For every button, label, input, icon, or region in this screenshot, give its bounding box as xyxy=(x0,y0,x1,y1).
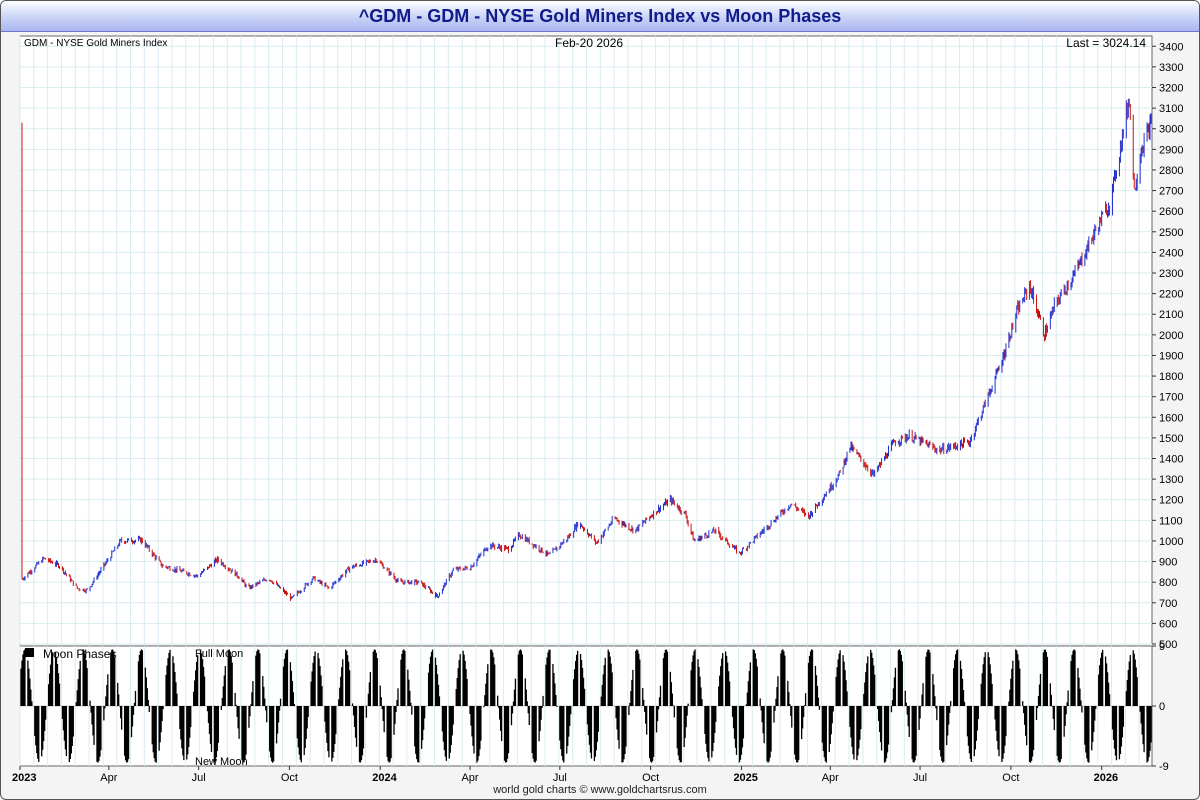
full-moon-label: Full Moon xyxy=(195,648,243,660)
moon-y-tick-label: 9 xyxy=(1159,641,1165,653)
moon-bars xyxy=(20,649,1152,763)
price-y-tick-label: 1700 xyxy=(1159,392,1183,404)
price-y-tick-label: 2700 xyxy=(1159,186,1183,198)
x-tick-label: 2024 xyxy=(372,772,397,784)
x-tick-label: Oct xyxy=(642,772,659,784)
price-y-tick-label: 1000 xyxy=(1159,536,1183,548)
price-y-tick-label: 2400 xyxy=(1159,247,1183,259)
price-y-tick-label: 1300 xyxy=(1159,474,1183,486)
price-y-tick-label: 3200 xyxy=(1159,83,1183,95)
x-tick-label: 2026 xyxy=(1094,772,1118,784)
price-y-tick-label: 2600 xyxy=(1159,206,1183,218)
price-y-tick-label: 2800 xyxy=(1159,165,1183,177)
x-tick-label: Apr xyxy=(461,772,478,784)
x-tick-label: 2025 xyxy=(733,772,757,784)
last-value-label: Last = 3024.14 xyxy=(1066,36,1146,50)
price-y-tick-label: 900 xyxy=(1159,557,1177,569)
price-y-tick-label: 2000 xyxy=(1159,330,1183,342)
price-y-tick-label: 3400 xyxy=(1159,41,1183,53)
price-y-tick-label: 2900 xyxy=(1159,144,1183,156)
x-tick-label: Jul xyxy=(913,772,927,784)
price-y-tick-label: 3100 xyxy=(1159,103,1183,115)
price-y-tick-label: 1100 xyxy=(1159,515,1183,527)
price-y-tick-label: 3300 xyxy=(1159,62,1183,74)
price-grid xyxy=(19,36,1152,645)
price-y-tick-label: 3000 xyxy=(1159,124,1183,136)
moon-legend-label: Moon Phases xyxy=(43,647,116,661)
x-tick-label: 2023 xyxy=(12,772,36,784)
price-y-tick-label: 1900 xyxy=(1159,350,1183,362)
x-tick-label: Jul xyxy=(553,772,567,784)
x-tick-label: Oct xyxy=(1002,772,1019,784)
price-y-tick-label: 2300 xyxy=(1159,268,1183,280)
moon-y-tick-label: -9 xyxy=(1159,761,1169,773)
price-y-tick-label: 1200 xyxy=(1159,495,1183,507)
new-moon-label: New Moon xyxy=(195,756,248,768)
price-y-tick-label: 1400 xyxy=(1159,454,1183,466)
price-y-tick-label: 600 xyxy=(1159,618,1177,630)
price-y-tick-label: 2200 xyxy=(1159,289,1183,301)
price-y-tick-label: 500 xyxy=(1159,639,1177,651)
price-candles xyxy=(21,98,1152,601)
price-y-tick-label: 1500 xyxy=(1159,433,1183,445)
chart-title: ^GDM - GDM - NYSE Gold Miners Index vs M… xyxy=(1,1,1199,32)
x-tick-label: Apr xyxy=(100,772,117,784)
price-y-tick-label: 2100 xyxy=(1159,309,1183,321)
price-y-tick-label: 1800 xyxy=(1159,371,1183,383)
price-y-axis: 500 600 700 800 900 1000 1100 1200 1300 1400 1500 1… xyxy=(1152,41,1183,651)
date-label: Feb-20 2026 xyxy=(555,36,623,50)
moon-y-tick-label: 0 xyxy=(1159,701,1165,713)
x-tick-label: Jul xyxy=(192,772,206,784)
price-y-tick-label: 800 xyxy=(1159,577,1177,589)
price-y-tick-label: 2500 xyxy=(1159,227,1183,239)
x-tick-label: Apr xyxy=(822,772,839,784)
x-axis: 2023 Apr Jul Oct 2024 Apr Jul Oct 2025 Apr Jul Oct 2… xyxy=(12,766,1118,784)
moon-y-axis: 9 0 -9 xyxy=(1152,641,1169,773)
footer-credit: world gold charts © www.goldchartsrus.co… xyxy=(493,784,707,796)
series-label: GDM - NYSE Gold Miners Index xyxy=(24,38,167,49)
x-tick-label: Oct xyxy=(281,772,298,784)
moon-legend-marker xyxy=(25,648,34,657)
moon-grid xyxy=(19,646,1152,766)
price-y-tick-label: 700 xyxy=(1159,598,1177,610)
price-y-tick-label: 1600 xyxy=(1159,412,1183,424)
